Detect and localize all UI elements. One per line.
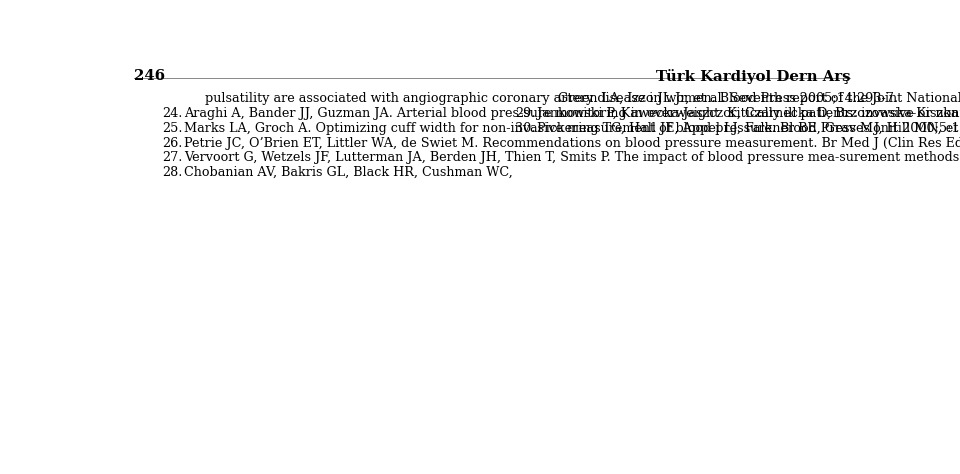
Text: Araghi A, Bander JJ, Guzman JA. Arterial blood pres-sure monitoring in overweigh: Araghi A, Bander JJ, Guzman JA. Arterial… <box>184 107 960 120</box>
Text: Jankowski P, Kawecka-Jaszcz K, Czarnecka D, Brzozowska-Kiszka M, Posnik-Urbanska: Jankowski P, Kawecka-Jaszcz K, Czarnecka… <box>537 107 960 120</box>
Text: Petrie JC, O’Brien ET, Littler WA, de Swiet M. Recommendations on blood pressure: Petrie JC, O’Brien ET, Littler WA, de Sw… <box>184 137 960 150</box>
Text: 30.: 30. <box>516 122 536 135</box>
Text: Chobanian AV, Bakris GL, Black HR, Cushman WC,: Chobanian AV, Bakris GL, Black HR, Cushm… <box>184 166 513 179</box>
Text: Pickering TG, Hall JE, Appel LJ, Falkner BE, Graves J, Hill MN, et al. Recommend: Pickering TG, Hall JE, Appel LJ, Falkner… <box>537 122 960 135</box>
Text: 26.: 26. <box>162 137 183 150</box>
Text: 27.: 27. <box>162 151 183 164</box>
Text: 28.: 28. <box>162 166 183 179</box>
Text: 25.: 25. <box>162 122 183 135</box>
Text: 24.: 24. <box>162 107 183 120</box>
Text: Marks LA, Groch A. Optimizing cuff width for non-invasive measurement of blood p: Marks LA, Groch A. Optimizing cuff width… <box>184 122 960 135</box>
Text: pulsatility are associated with angiographic coronary artery disease in women. B: pulsatility are associated with angiogra… <box>205 92 899 105</box>
Text: 246: 246 <box>134 69 165 83</box>
Text: 29.: 29. <box>516 107 536 120</box>
Text: Vervoort G, Wetzels JF, Lutterman JA, Berden JH, Thien T, Smits P. The impact of: Vervoort G, Wetzels JF, Lutterman JA, Be… <box>184 151 960 164</box>
Text: Türk Kardiyol Dern Arş: Türk Kardiyol Dern Arş <box>656 69 850 84</box>
Text: Green LA, Izzo JL Jr, et al. Seventh report of the Joint National Committee on P: Green LA, Izzo JL Jr, et al. Seventh rep… <box>558 92 960 105</box>
